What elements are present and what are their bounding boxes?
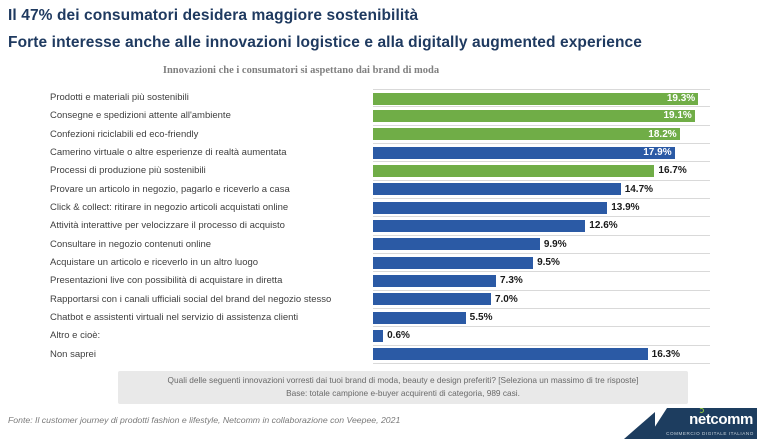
- bar-track: 16.7%: [373, 162, 710, 181]
- logo-wordmark: ne tcomm: [689, 408, 754, 428]
- bar: [373, 238, 540, 251]
- value-label: 19.1%: [663, 110, 692, 122]
- value-label: 7.0%: [494, 293, 518, 305]
- category-label: Altro e cioè:: [50, 330, 101, 342]
- logo-flag-shape: ne tcomm COMMERCIO DIGITALE ITALIANO: [647, 408, 757, 439]
- bar: [373, 201, 608, 214]
- value-label: 18.2%: [648, 128, 677, 140]
- bar-track: 9.5%: [373, 254, 710, 273]
- logo-letter-e: e: [697, 408, 706, 428]
- value-label: 0.6%: [387, 330, 410, 342]
- bar: [373, 164, 655, 177]
- chart-row: Consegne e spedizioni attente all'ambien…: [50, 107, 710, 126]
- chart-row: Processi di produzione più sostenibili 16…: [50, 162, 710, 181]
- category-label: Confezioni riciclabili ed eco-friendly: [50, 128, 199, 140]
- bar: [373, 348, 648, 361]
- logo-text: n: [689, 411, 698, 428]
- chart-row: Camerino virtuale o altre esperienze di …: [50, 144, 710, 163]
- category-label: Attività interattive per velocizzare il …: [50, 220, 285, 232]
- bar-track: 5.5%: [373, 309, 710, 328]
- bar: [373, 220, 586, 232]
- chart-row: Consultare in negozio contenuti online 9.…: [50, 236, 710, 255]
- bar: [373, 293, 491, 306]
- chart-title: Innovazioni che i consumatori si aspetta…: [162, 65, 440, 76]
- bar-track: 7.0%: [373, 291, 710, 310]
- bar-track: 19.1%: [373, 107, 710, 126]
- slide-title-line-1: Il 47% dei consumatori desidera maggiore…: [8, 7, 419, 24]
- chart-row: Click & collect: ritirare in negozio art…: [50, 199, 710, 218]
- bar-track: 12.6%: [373, 217, 710, 236]
- chart-row: Non saprei 16.3%: [50, 346, 710, 365]
- bar: [373, 275, 496, 288]
- note-line-2: Base: totale campione e-buyer acquirenti…: [286, 388, 520, 399]
- chart-row: Provare un articolo in negozio, pagarlo …: [50, 181, 710, 200]
- chart-row: Altro e cioè: 0.6%: [50, 327, 710, 346]
- value-label: 7.3%: [500, 275, 523, 287]
- logo-tagline: COMMERCIO DIGITALE ITALIANO: [666, 431, 754, 436]
- slide-title-line-2: Forte interesse anche alle innovazioni l…: [8, 34, 642, 51]
- bar-track: 17.9%: [373, 144, 710, 163]
- value-label: 5.5%: [469, 312, 493, 324]
- category-label: Click & collect: ritirare in negozio art…: [50, 202, 289, 214]
- category-label: Processi di produzione più sostenibili: [50, 165, 206, 177]
- bar: [373, 109, 695, 122]
- category-label: Chatbot e assistenti virtuali nel serviz…: [50, 312, 299, 324]
- value-label: 16.3%: [651, 348, 680, 360]
- chart-row: Attività interattive per velocizzare il …: [50, 217, 710, 236]
- value-label: 9.5%: [537, 257, 560, 269]
- chart-row: Confezioni riciclabili ed eco-friendly 18…: [50, 126, 710, 145]
- bar: [373, 92, 699, 105]
- source-citation: Fonte: Il customer journey di prodotti f…: [8, 415, 401, 425]
- bar-track: 16.3%: [373, 346, 710, 365]
- bar: [373, 330, 384, 343]
- survey-question-note: Quali delle seguenti innovazioni vorrest…: [118, 371, 688, 404]
- value-label: 12.6%: [589, 220, 618, 232]
- bar-track: 18.2%: [373, 126, 710, 145]
- value-label: 19.3%: [666, 93, 696, 104]
- bar: [373, 128, 680, 141]
- bar: [373, 146, 675, 159]
- category-label: Provare un articolo in negozio, pagarlo …: [50, 183, 290, 195]
- value-label: 17.9%: [643, 147, 672, 159]
- bar-track: 7.3%: [373, 272, 710, 291]
- category-label: Consultare in negozio contenuti online: [50, 238, 212, 250]
- category-label: Acquistare un articolo e riceverlo in un…: [50, 257, 259, 269]
- bar: [373, 183, 621, 196]
- netcomm-logo: ne tcomm COMMERCIO DIGITALE ITALIANO: [620, 405, 757, 439]
- value-label: 13.9%: [611, 202, 640, 214]
- bar-track: 13.9%: [373, 199, 710, 218]
- chart-row: Acquistare un articolo e riceverlo in un…: [50, 254, 710, 273]
- bar-track: 14.7%: [373, 181, 710, 200]
- bar-chart: Prodotti e materiali più sostenibili 19.3…: [50, 89, 710, 365]
- logo-text: e: [697, 411, 706, 428]
- value-label: 9.9%: [543, 238, 567, 250]
- bar-track: 9.9%: [373, 236, 710, 255]
- bar-track: 19.3%: [373, 89, 710, 108]
- category-label: Rapportarsi con i canali ufficiali socia…: [50, 293, 332, 305]
- chart-row: Rapportarsi con i canali ufficiali socia…: [50, 291, 710, 310]
- logo-text: tcomm: [705, 411, 754, 428]
- bar: [373, 311, 466, 324]
- category-label: Non saprei: [50, 348, 96, 360]
- chart-row: Chatbot e assistenti virtuali nel serviz…: [50, 309, 710, 328]
- bar-track: 0.6%: [373, 327, 710, 346]
- logo-swirl-icon: [699, 408, 705, 413]
- category-label: Prodotti e materiali più sostenibili: [50, 92, 189, 103]
- chart-row: Presentazioni live con possibilità di ac…: [50, 272, 710, 291]
- value-label: 16.7%: [658, 165, 687, 177]
- category-label: Camerino virtuale o altre esperienze di …: [50, 147, 287, 159]
- category-label: Presentazioni live con possibilità di ac…: [50, 275, 283, 287]
- category-label: Consegne e spedizioni attente all'ambien…: [50, 110, 231, 122]
- bar: [373, 256, 534, 269]
- value-label: 14.7%: [624, 183, 654, 195]
- note-line-1: Quali delle seguenti innovazioni vorrest…: [167, 375, 639, 385]
- chart-row: Prodotti e materiali più sostenibili 19.3…: [50, 89, 710, 108]
